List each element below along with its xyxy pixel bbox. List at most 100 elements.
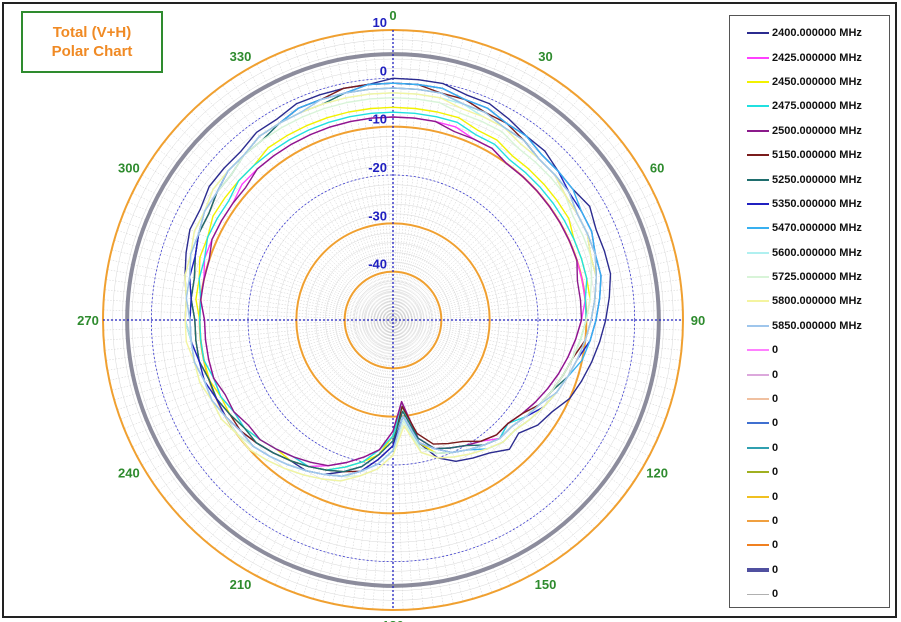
series-line-4 (198, 111, 588, 471)
angle-tick-label: 270 (77, 313, 99, 328)
major-grid-ring (150, 77, 636, 563)
legend-label: 0 (772, 393, 779, 406)
legend-item: 0 (730, 338, 889, 362)
series-line-5 (199, 116, 583, 467)
legend-label: 0 (772, 441, 779, 454)
chart-title-line-2: Polar Chart (51, 43, 133, 60)
legend-swatch (747, 251, 769, 254)
legend-swatch (747, 178, 769, 181)
legend-label: 2500.000000 MHz (772, 124, 862, 137)
legend-item: 0 (730, 460, 889, 484)
legend-label: 0 (772, 368, 779, 381)
legend-swatch (747, 422, 769, 425)
legend-item: 2500.000000 MHz (730, 119, 889, 143)
legend-swatch (747, 56, 769, 59)
angle-tick-label: 240 (118, 466, 140, 481)
angle-tick-labels: 0 30 60 90 120 150 180 210 240 270 300 330 (77, 8, 705, 622)
legend-swatch (747, 324, 769, 327)
polar-chart: 100-10-20-30-40 030609012015018021024027… (77, 8, 705, 622)
angle-tick-label: 90 (691, 313, 705, 328)
legend-item: 5800.000000 MHz (730, 289, 889, 313)
radial-tick-labels: 10 0 -10 -20 -30 -40 (368, 15, 387, 272)
legend-item: 5725.000000 MHz (730, 265, 889, 289)
legend-swatch (747, 129, 769, 132)
legend-swatch (747, 105, 769, 108)
legend-label: 0 (772, 563, 779, 576)
legend-swatch (747, 32, 769, 35)
radial-tick-label: -10 (368, 112, 387, 127)
legend-label: 5725.000000 MHz (772, 271, 862, 284)
legend-item: 0 (730, 582, 889, 606)
legend-label: 5350.000000 MHz (772, 197, 862, 210)
radial-tick-label: -40 (368, 257, 387, 272)
legend-label: 5600.000000 MHz (772, 246, 862, 259)
angle-tick-label: 0 (389, 8, 396, 23)
legend-swatch (747, 300, 769, 303)
legend-label: 5150.000000 MHz (772, 149, 862, 162)
legend-swatch (747, 154, 769, 157)
legend-item: 5600.000000 MHz (730, 241, 889, 265)
legend-swatch (747, 227, 769, 230)
legend-item: 0 (730, 411, 889, 435)
legend-swatch (747, 471, 769, 474)
legend-item: 2425.000000 MHz (730, 45, 889, 69)
legend-swatch (747, 349, 769, 352)
angle-tick-label: 150 (535, 577, 557, 592)
chart-title-box: Total (V+H) Polar Chart (21, 11, 163, 73)
legend-item: 5850.000000 MHz (730, 314, 889, 338)
legend-item: 0 (730, 387, 889, 411)
legend-label: 0 (772, 490, 779, 503)
major-grid-ring (247, 174, 539, 466)
chart-title-line-1: Total (V+H) (52, 24, 132, 41)
legend-item: 5350.000000 MHz (730, 192, 889, 216)
radial-tick-label: 10 (373, 15, 387, 30)
radial-tick-label: -30 (368, 208, 387, 223)
legend-swatch (747, 398, 769, 401)
legend-swatch (747, 202, 769, 205)
angle-tick-label: 180 (382, 618, 404, 622)
angle-tick-label: 120 (646, 466, 668, 481)
legend-label: 0 (772, 539, 779, 552)
legend-swatch (747, 544, 769, 547)
legend-label: 0 (772, 466, 779, 479)
legend-item: 5150.000000 MHz (730, 143, 889, 167)
legend-label: 2400.000000 MHz (772, 27, 862, 40)
legend-swatch (747, 495, 769, 498)
angle-tick-label: 300 (118, 161, 140, 176)
legend-label: 5470.000000 MHz (772, 222, 862, 235)
legend-item: 2450.000000 MHz (730, 70, 889, 94)
angle-tick-label: 210 (230, 577, 252, 592)
legend-item: 0 (730, 436, 889, 460)
legend-label: 0 (772, 588, 779, 601)
legend-swatch (747, 80, 769, 83)
series-line-13 (185, 87, 597, 477)
legend-label: 0 (772, 515, 779, 527)
angle-tick-label: 330 (230, 49, 252, 64)
legend-label: 5850.000000 MHz (772, 319, 862, 332)
legend-label: 0 (772, 344, 779, 357)
legend-swatch (747, 567, 769, 572)
legend-item: 0 (730, 362, 889, 386)
radial-tick-label: 0 (380, 63, 387, 78)
angle-tick-label: 30 (538, 49, 552, 64)
radial-tick-label: -20 (368, 160, 387, 175)
legend-item: 2400.000000 MHz (730, 21, 889, 45)
legend-swatch (747, 593, 769, 595)
legend-label: 2425.000000 MHz (772, 51, 862, 64)
legend-item: 5250.000000 MHz (730, 167, 889, 191)
legend-swatch (747, 276, 769, 279)
series-lines (184, 77, 612, 482)
angle-tick-label: 60 (650, 161, 664, 176)
legend-item: 0 (730, 558, 889, 582)
legend-label: 5800.000000 MHz (772, 295, 862, 308)
legend-item: 5470.000000 MHz (730, 216, 889, 240)
legend-label: 2475.000000 MHz (772, 100, 862, 113)
legend-item: 0 (730, 533, 889, 557)
legend-label: 2450.000000 MHz (772, 75, 862, 88)
legend-label: 5250.000000 MHz (772, 173, 862, 186)
legend-swatch (747, 373, 769, 376)
legend-label: 0 (772, 417, 779, 430)
legend-swatch (747, 520, 769, 522)
legend-swatch (747, 446, 769, 449)
legend-item: 2475.000000 MHz (730, 94, 889, 118)
